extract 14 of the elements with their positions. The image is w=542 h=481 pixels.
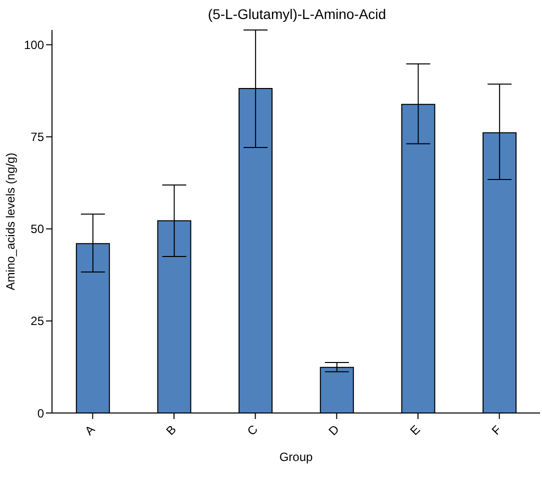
chart-title: (5-L-Glutamyl)-L-Amino-Acid: [206, 6, 388, 22]
y-tick-label: 0: [37, 406, 44, 420]
x-tick-label: E: [407, 422, 423, 438]
y-tick-label: 50: [30, 222, 44, 236]
x-tick-label: D: [326, 422, 342, 438]
x-tick-label: A: [82, 422, 98, 438]
y-tick-label: 25: [30, 314, 44, 328]
y-tick-label: 100: [24, 38, 44, 52]
x-tick-label: C: [244, 422, 261, 438]
y-axis-title: Amino_acids levels (ng/g): [3, 152, 18, 290]
y-tick-label: 75: [30, 130, 44, 144]
x-axis-title: Group: [279, 450, 313, 464]
x-tick-label: B: [163, 422, 179, 438]
x-tick-label: F: [488, 422, 504, 438]
